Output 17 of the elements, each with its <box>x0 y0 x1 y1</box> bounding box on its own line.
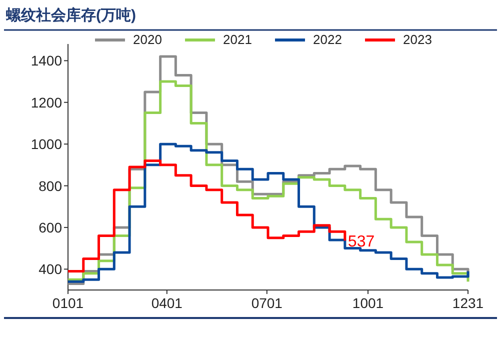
y-tick-label: 1000 <box>30 136 62 152</box>
chart-title: 螺纹社会库存(万吨) <box>5 6 136 24</box>
y-tick-label: 800 <box>38 178 62 194</box>
x-tick-label: 0101 <box>52 295 84 311</box>
annotation: 537 <box>348 234 375 251</box>
y-tick-label: 1200 <box>30 94 62 110</box>
legend-label: 2020 <box>133 32 162 47</box>
y-tick-label: 400 <box>38 261 62 278</box>
x-tick-label: 0401 <box>151 295 183 311</box>
x-tick-label: 0701 <box>251 295 283 311</box>
y-tick-label: 1400 <box>30 52 62 69</box>
y-tick-label: 600 <box>38 219 62 236</box>
x-tick-label: 1231 <box>452 295 484 311</box>
legend-label: 2022 <box>313 32 342 47</box>
x-tick-label: 1001 <box>352 295 384 311</box>
legend-label: 2023 <box>403 32 432 47</box>
legend-label: 2021 <box>223 32 252 47</box>
